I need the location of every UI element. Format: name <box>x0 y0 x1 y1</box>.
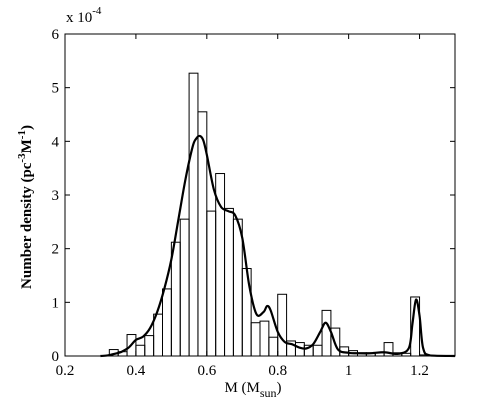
histogram-bar-24 <box>321 309 332 357</box>
histogram-bar-7 <box>170 241 181 357</box>
x-tick-label-5: 1.2 <box>410 363 429 379</box>
histogram-bar-17 <box>259 320 270 357</box>
axes-layer <box>64 33 456 357</box>
histogram-bar-18 <box>268 336 279 357</box>
curve-layer <box>100 134 456 358</box>
x-tick-label-1: 0.4 <box>127 363 146 379</box>
x-tick-label-0: 0.2 <box>56 363 75 379</box>
histogram-bar-11 <box>206 210 217 357</box>
ticks-layer <box>64 33 455 357</box>
y-exponent-label: x 10-4 <box>66 5 102 26</box>
y-tick-label-4: 4 <box>52 134 60 150</box>
y-tick-label-3: 3 <box>52 188 60 204</box>
y-tick-label-2: 2 <box>52 242 60 258</box>
histogram-bar-15 <box>241 268 252 357</box>
histogram-bar-23 <box>312 344 323 357</box>
x-tick-label-3: 0.8 <box>268 363 287 379</box>
histogram-bar-13 <box>224 207 234 357</box>
histogram-bar-16 <box>250 322 261 357</box>
histogram-bar-9 <box>188 72 199 357</box>
histogram-bar-19 <box>277 293 288 357</box>
y-tick-label-0: 0 <box>52 349 60 365</box>
x-tick-label-2: 0.6 <box>197 363 216 379</box>
y-axis-title: Number density (pc-3M-1) <box>16 125 35 289</box>
labels-layer: 0.2 0.4 0.6 0.8 1 1.2 0 1 2 3 4 5 6 <box>52 27 429 379</box>
x-tick-label-4: 1 <box>345 363 353 379</box>
plot-frame <box>64 33 456 357</box>
y-tick-label-5: 5 <box>52 81 60 97</box>
y-tick-label-1: 1 <box>52 295 60 311</box>
histogram-bar-14 <box>232 218 243 357</box>
smooth-density-curve <box>100 134 456 358</box>
y-tick-label-6: 6 <box>52 27 60 43</box>
histogram-layer <box>108 72 429 357</box>
x-axis-title: M (Msun) <box>224 380 281 400</box>
histogram-bar-6 <box>162 288 172 357</box>
histogram-bar-8 <box>179 218 190 357</box>
histogram-bar-3 <box>135 344 146 357</box>
histogram-bar-4 <box>144 335 155 357</box>
